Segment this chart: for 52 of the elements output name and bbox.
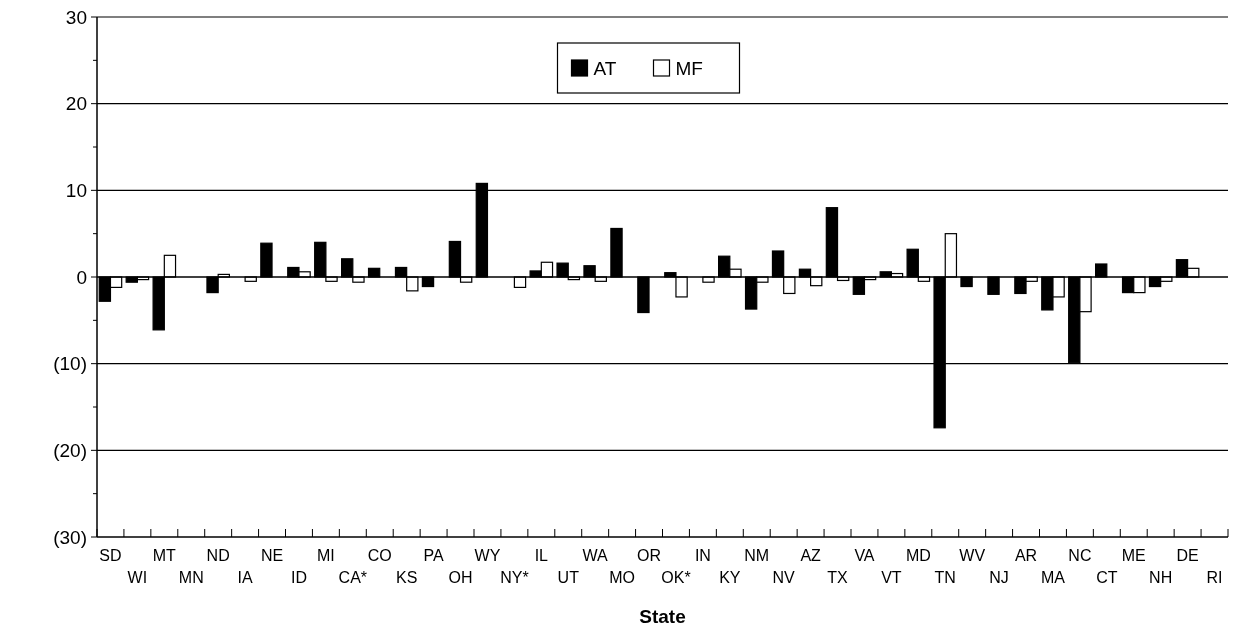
x-tick-label: TN — [934, 569, 956, 586]
x-tick-label: SD — [99, 547, 122, 564]
x-tick-label: KS — [396, 569, 418, 586]
x-tick-label: AZ — [800, 547, 822, 564]
legend-label: MF — [675, 57, 703, 79]
x-tick-label: VA — [854, 547, 875, 564]
x-tick-label: ID — [290, 569, 307, 586]
y-tick-label: (30) — [53, 526, 87, 548]
x-tick-label: DE — [1176, 547, 1199, 564]
x-tick-label: MI — [317, 547, 335, 564]
x-tick-label: WA — [582, 547, 609, 564]
x-tick-label: WV — [959, 547, 986, 564]
x-tick-label: MD — [905, 547, 931, 564]
x-tick-label: NJ — [989, 569, 1009, 586]
x-tick-label: NE — [260, 547, 284, 564]
x-tick-label: NV — [772, 569, 796, 586]
x-tick-label: UT — [557, 569, 580, 586]
x-tick-label: MT — [152, 547, 177, 564]
x-tick-label: IL — [534, 547, 549, 564]
legend-label: AT — [593, 57, 617, 79]
x-axis-title: State — [639, 606, 686, 627]
x-tick-label: MO — [609, 569, 635, 586]
y-tick-label: 0 — [76, 266, 87, 288]
x-tick-label: OR — [637, 547, 662, 564]
x-tick-label: NM — [744, 547, 770, 564]
y-tick-label: 20 — [65, 93, 87, 115]
x-tick-label: CA* — [338, 569, 368, 586]
x-tick-label: OK* — [661, 569, 691, 586]
x-tick-label: VT — [881, 569, 902, 586]
x-tick-label: KY — [719, 569, 741, 586]
x-tick-label: PA — [423, 547, 445, 564]
x-tick-label: MA — [1040, 569, 1066, 586]
x-tick-label: ME — [1121, 547, 1146, 564]
x-tick-label: CT — [1096, 569, 1118, 586]
y-tick-label: (20) — [53, 439, 87, 461]
x-tick-label: WY — [474, 547, 501, 564]
y-tick-label: 30 — [65, 6, 87, 28]
y-tick-label: 10 — [65, 179, 87, 201]
y-tick-label: (10) — [53, 353, 87, 375]
x-tick-label: IA — [237, 569, 253, 586]
x-tick-label: WI — [127, 569, 148, 586]
x-tick-label: AR — [1014, 547, 1038, 564]
x-tick-label: TX — [827, 569, 849, 586]
x-tick-label: CO — [367, 547, 392, 564]
x-tick-label: IN — [694, 547, 711, 564]
x-tick-label: NH — [1149, 569, 1173, 586]
x-tick-label: ND — [206, 547, 230, 564]
x-tick-label: OH — [448, 569, 473, 586]
x-tick-label: NC — [1068, 547, 1092, 564]
x-tick-label: RI — [1206, 569, 1223, 586]
x-tick-label: NY* — [500, 569, 529, 586]
x-tick-label: MN — [178, 569, 204, 586]
